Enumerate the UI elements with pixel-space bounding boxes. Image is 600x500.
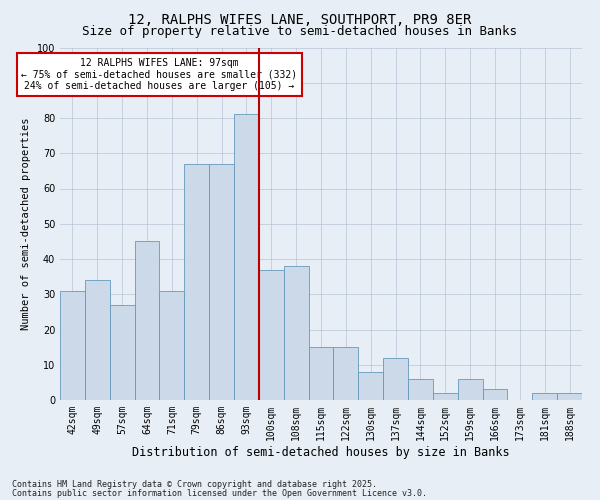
Bar xyxy=(259,270,284,400)
Bar xyxy=(358,372,383,400)
Text: Contains HM Land Registry data © Crown copyright and database right 2025.: Contains HM Land Registry data © Crown c… xyxy=(12,480,377,489)
Text: Contains public sector information licensed under the Open Government Licence v3: Contains public sector information licen… xyxy=(12,488,427,498)
Bar xyxy=(209,164,234,400)
Bar xyxy=(433,393,458,400)
Bar xyxy=(184,164,209,400)
Bar xyxy=(110,305,134,400)
Bar xyxy=(85,280,110,400)
Y-axis label: Number of semi-detached properties: Number of semi-detached properties xyxy=(21,118,31,330)
Bar xyxy=(458,379,482,400)
Bar xyxy=(482,390,508,400)
Bar xyxy=(308,347,334,400)
Bar xyxy=(334,347,358,400)
Bar xyxy=(60,290,85,400)
Text: 12 RALPHS WIFES LANE: 97sqm
← 75% of semi-detached houses are smaller (332)
24% : 12 RALPHS WIFES LANE: 97sqm ← 75% of sem… xyxy=(22,58,298,92)
Bar xyxy=(284,266,308,400)
Bar xyxy=(234,114,259,400)
X-axis label: Distribution of semi-detached houses by size in Banks: Distribution of semi-detached houses by … xyxy=(132,446,510,458)
Bar xyxy=(134,242,160,400)
Bar xyxy=(408,379,433,400)
Bar xyxy=(160,290,184,400)
Bar xyxy=(383,358,408,400)
Bar xyxy=(532,393,557,400)
Text: Size of property relative to semi-detached houses in Banks: Size of property relative to semi-detach… xyxy=(83,25,517,38)
Text: 12, RALPHS WIFES LANE, SOUTHPORT, PR9 8ER: 12, RALPHS WIFES LANE, SOUTHPORT, PR9 8E… xyxy=(128,12,472,26)
Bar xyxy=(557,393,582,400)
